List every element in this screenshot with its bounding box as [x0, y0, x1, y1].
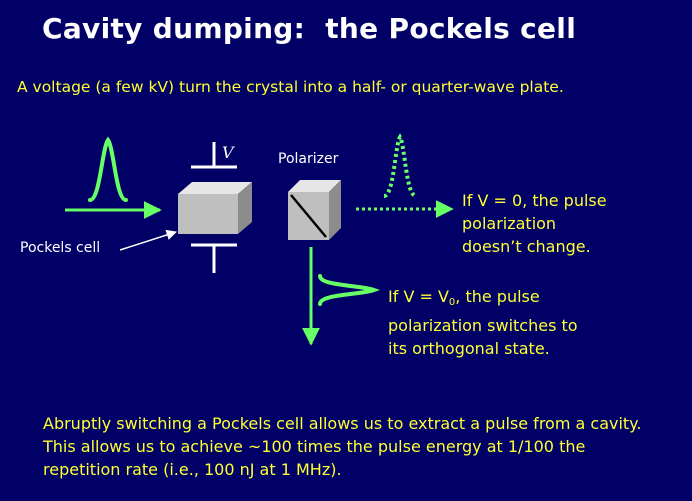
- footer-explanation: Abruptly switching a Pockels cell allows…: [43, 414, 642, 479]
- pockels-cell-pointer: [119, 229, 177, 251]
- voltage-label: V: [222, 143, 234, 162]
- note-v-zero-line1: If V = 0, the pulse: [462, 191, 607, 210]
- lower-electrode: [191, 243, 237, 273]
- pockels-cell-crystal-icon: [178, 182, 252, 234]
- switched-pulse-icon: [318, 274, 380, 306]
- polarizer-label: Polarizer: [278, 151, 339, 167]
- upper-electrode: [191, 142, 237, 169]
- note-v-switch: If V = V0, the pulse polarization switch…: [388, 285, 578, 360]
- note-v-switch-line2: polarization switches to: [388, 316, 578, 335]
- note-v-zero-line2: polarization: [462, 214, 557, 233]
- note-v-switch-line3: its orthogonal state.: [388, 339, 550, 358]
- input-pulse-icon: [88, 136, 128, 202]
- transmitted-pulse-icon: [383, 133, 417, 198]
- note-v-zero: If V = 0, the pulse polarization doesn’t…: [462, 189, 607, 258]
- polarizer-cube-icon: [288, 180, 341, 240]
- slide-subtitle: A voltage (a few kV) turn the crystal in…: [17, 78, 564, 96]
- pockels-cell-label: Pockels cell: [20, 240, 101, 256]
- voltage-subscript: 0: [448, 297, 456, 308]
- note-v-zero-line3: doesn’t change.: [462, 237, 591, 256]
- note-v-switch-line1: If V = V0, the pulse: [388, 287, 540, 308]
- slide-title: Cavity dumping: the Pockels cell: [42, 12, 577, 45]
